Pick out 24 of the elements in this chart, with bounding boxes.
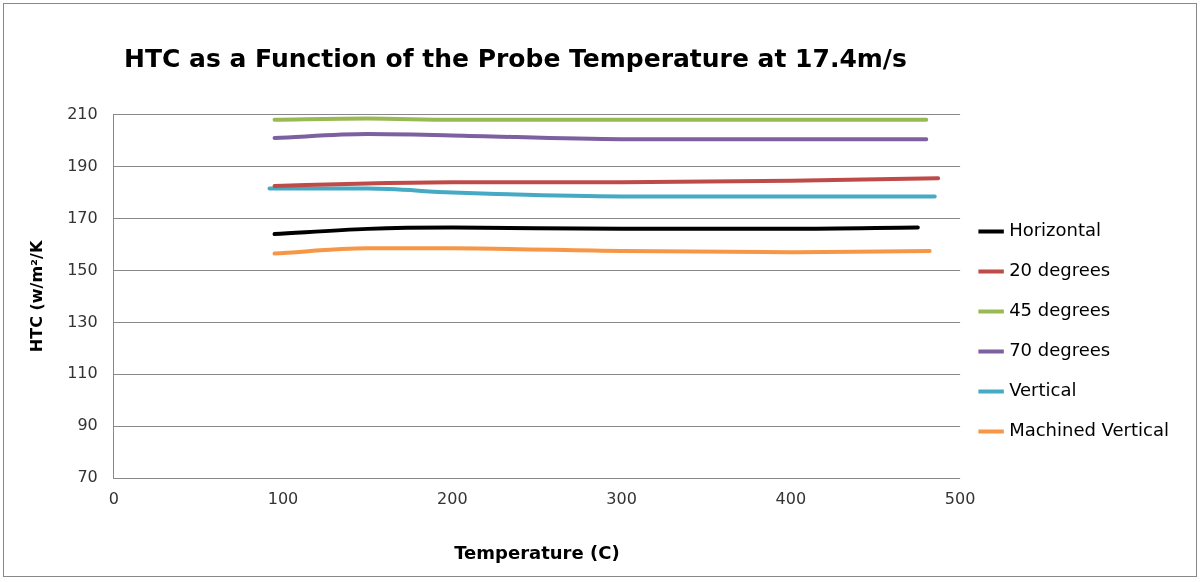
y-tick-label: 210 xyxy=(67,103,98,123)
y-tick-label: 130 xyxy=(67,311,98,331)
x-tick-label: 100 xyxy=(267,488,299,508)
chart-title: HTC as a Function of the Probe Temperature at 17.4m/s xyxy=(123,43,908,75)
x-axis-title: Temperature (C) xyxy=(454,541,620,563)
y-axis-title: HTC (w/m²/K xyxy=(26,240,46,353)
y-tick-label: 110 xyxy=(67,363,98,383)
legend-label: 70 degrees xyxy=(1009,339,1111,361)
legend-label: Machined Vertical xyxy=(1009,419,1169,441)
y-tick-label: 150 xyxy=(67,259,98,279)
line-series xyxy=(272,176,941,189)
legend-label: Vertical xyxy=(1009,379,1077,401)
x-tick-label: 200 xyxy=(437,488,468,508)
legend-label: Horizontal xyxy=(1009,219,1102,241)
legend-label: 45 degrees xyxy=(1009,299,1111,321)
y-tick-label: 70 xyxy=(77,467,98,487)
y-tick-label: 90 xyxy=(77,415,98,435)
x-tick-label: 500 xyxy=(944,488,976,508)
y-tick-label: 170 xyxy=(67,207,98,227)
x-tick-label: 400 xyxy=(775,488,807,508)
legend-label: 20 degrees xyxy=(1009,259,1111,281)
y-tick-label: 190 xyxy=(67,155,98,175)
x-tick-label: 300 xyxy=(606,488,637,508)
x-tick-label: 0 xyxy=(108,488,119,508)
